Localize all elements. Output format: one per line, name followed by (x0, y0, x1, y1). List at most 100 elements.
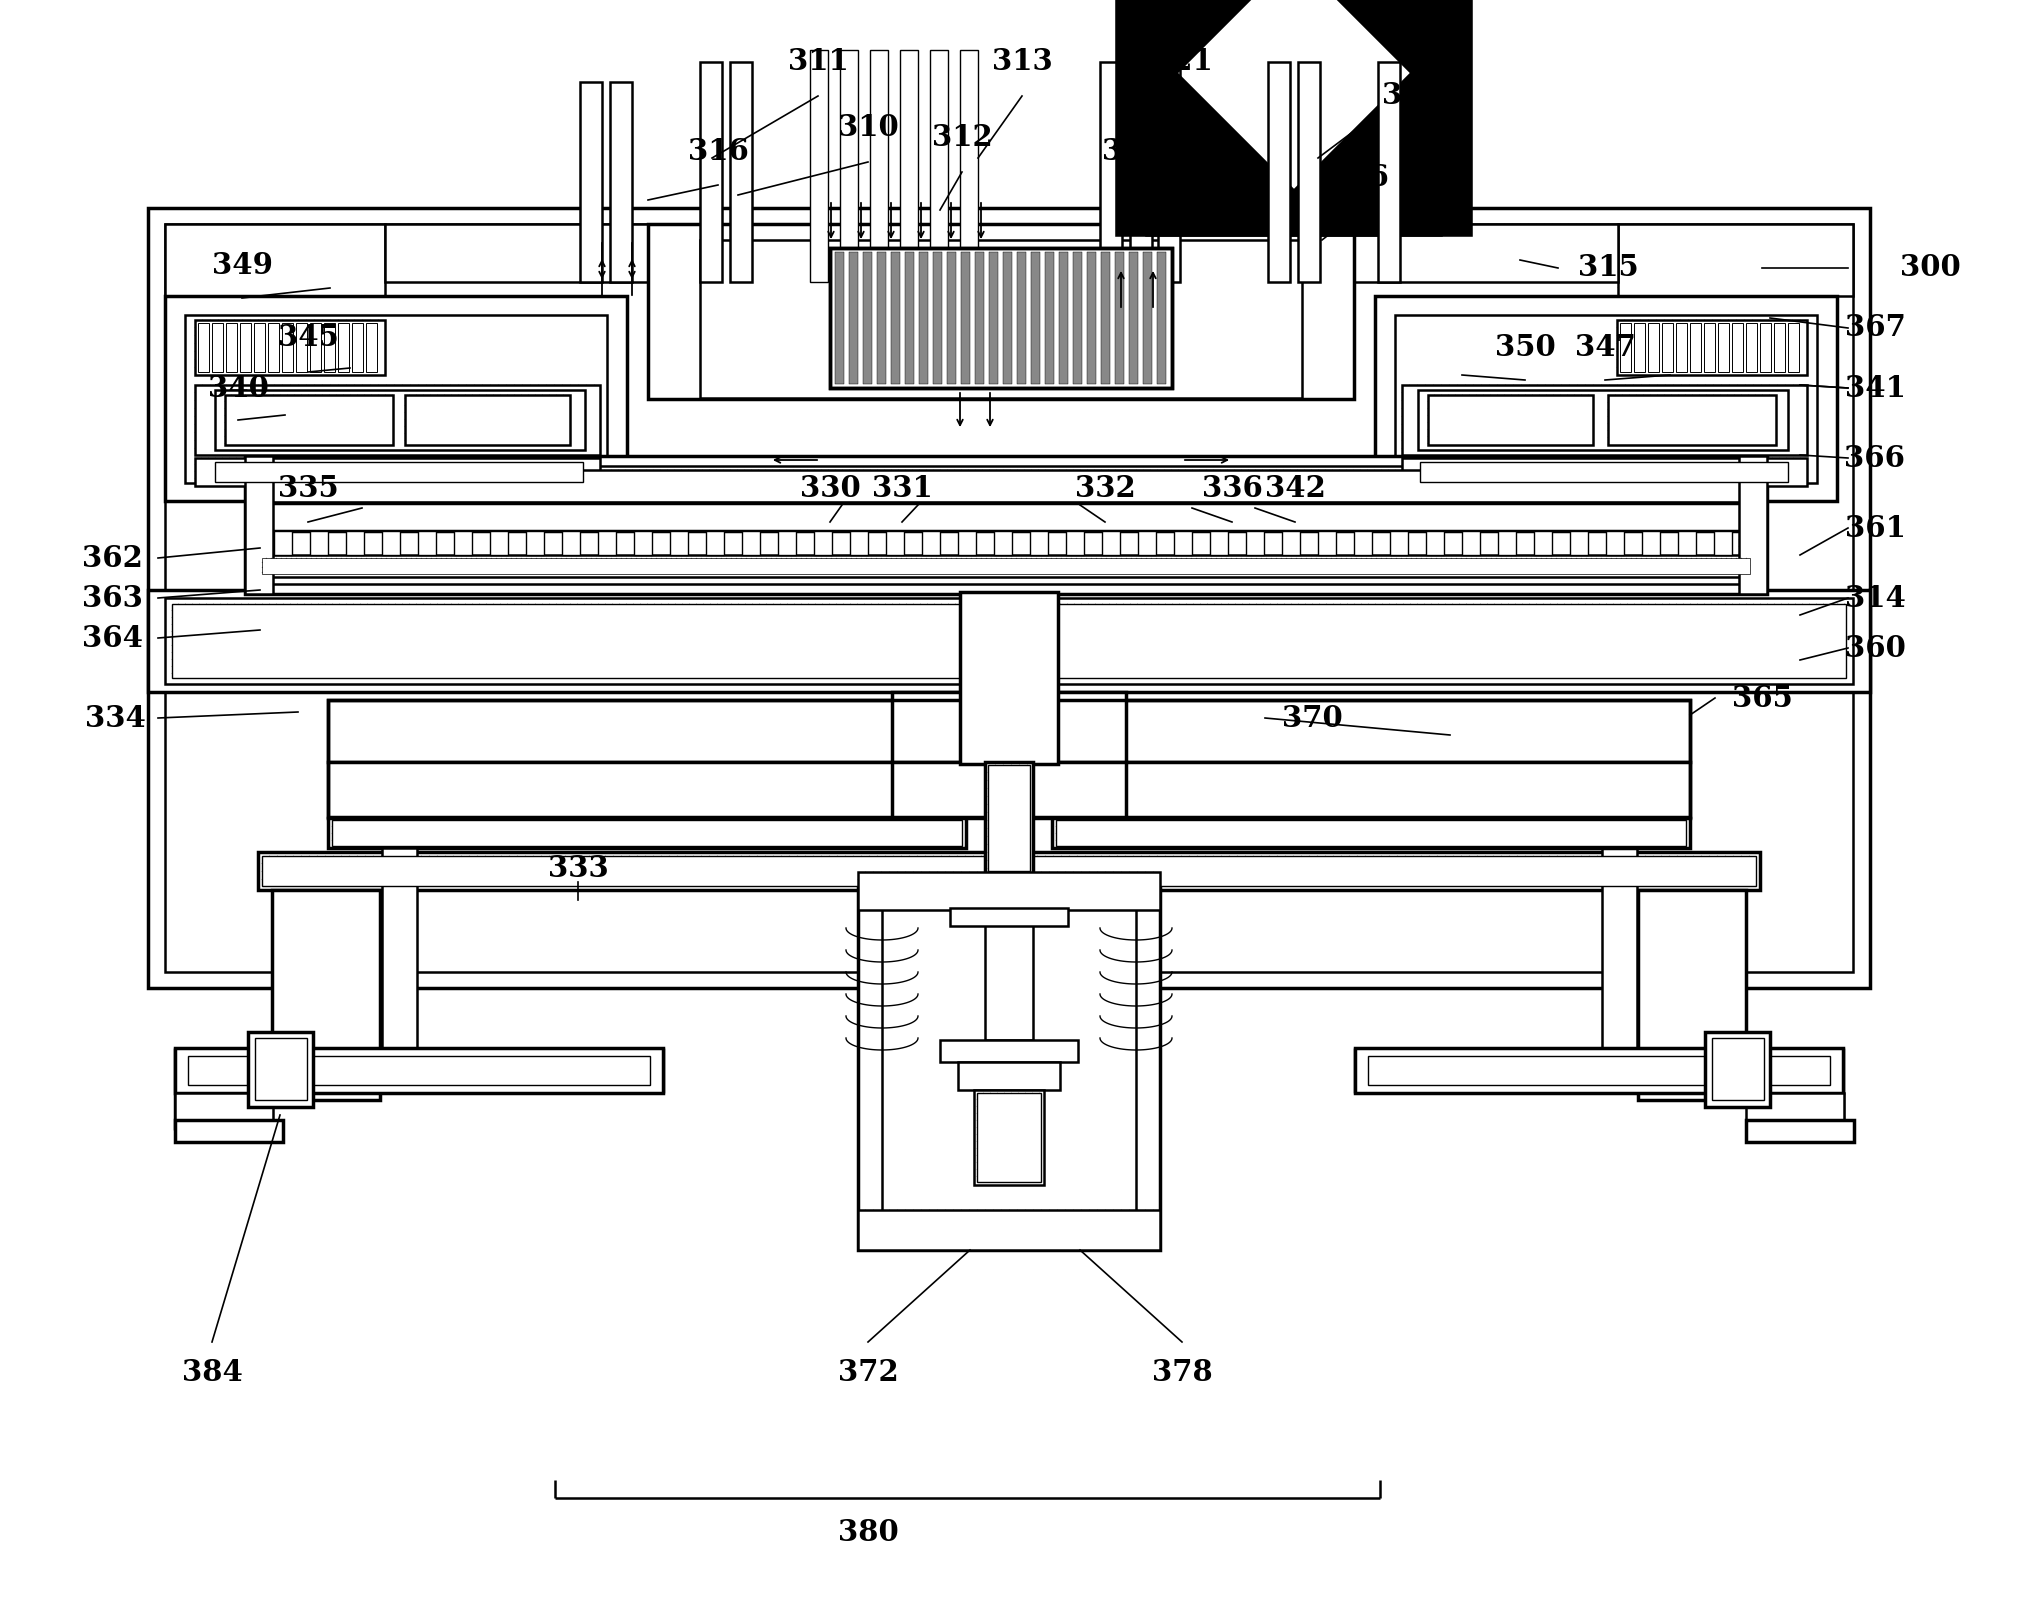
Bar (272, 890, 379, 1100)
Bar (244, 456, 1767, 594)
Bar (165, 224, 1854, 972)
Bar (857, 1211, 1160, 1249)
Text: 367: 367 (1846, 314, 1906, 343)
Text: 321: 321 (1152, 48, 1212, 77)
Bar (1761, 324, 1771, 372)
Bar (296, 324, 307, 372)
Bar (1299, 63, 1319, 84)
Text: 314: 314 (1846, 583, 1906, 612)
Bar (347, 531, 363, 555)
Bar (885, 531, 904, 555)
Bar (831, 248, 1172, 388)
Bar (976, 1093, 1041, 1182)
Bar (706, 531, 724, 555)
Text: 315: 315 (1577, 253, 1638, 282)
Bar (262, 502, 1751, 531)
Bar (881, 892, 1136, 1232)
Bar (1158, 63, 1180, 282)
Bar (311, 324, 321, 372)
Bar (262, 555, 1751, 576)
Bar (1606, 531, 1624, 555)
Bar (196, 320, 385, 375)
Bar (175, 1121, 282, 1141)
Bar (1634, 324, 1646, 372)
Text: 310: 310 (837, 113, 898, 143)
Bar (282, 324, 292, 372)
Bar (1396, 316, 1817, 483)
Text: 364: 364 (81, 623, 143, 652)
Bar (405, 394, 571, 444)
Bar (1115, 253, 1123, 385)
Text: 365: 365 (1731, 684, 1793, 713)
Text: 334: 334 (85, 704, 145, 733)
Bar (670, 531, 688, 555)
Bar (311, 531, 329, 555)
Bar (1053, 700, 1690, 762)
Bar (934, 253, 942, 385)
Bar (877, 253, 885, 385)
Text: 372: 372 (837, 1357, 898, 1386)
Bar (1569, 531, 1587, 555)
Bar (333, 819, 962, 845)
Bar (1017, 253, 1027, 385)
Bar (988, 765, 1031, 871)
Bar (633, 531, 651, 555)
Bar (1299, 63, 1319, 282)
Bar (1073, 253, 1081, 385)
Bar (526, 531, 545, 555)
Bar (988, 253, 998, 385)
Bar (892, 762, 1125, 816)
Bar (811, 50, 829, 282)
Bar (960, 592, 1059, 765)
Bar (1053, 818, 1690, 848)
Bar (1006, 857, 1757, 886)
Bar (1158, 253, 1166, 385)
Bar (1390, 531, 1408, 555)
Bar (1130, 253, 1138, 385)
Bar (1402, 457, 1807, 486)
Text: 360: 360 (1846, 633, 1906, 662)
Bar (857, 873, 1160, 1249)
Bar (147, 589, 1870, 692)
Bar (258, 852, 1017, 890)
Bar (1053, 762, 1690, 816)
Bar (700, 63, 722, 282)
Bar (1428, 394, 1593, 444)
Bar (839, 50, 857, 282)
Bar (1712, 1038, 1765, 1100)
Bar (1747, 1121, 1854, 1141)
Bar (329, 700, 1690, 818)
Bar (1662, 324, 1672, 372)
Bar (994, 531, 1013, 555)
Bar (974, 253, 984, 385)
Bar (1101, 531, 1119, 555)
Text: 362: 362 (81, 544, 143, 573)
Bar (254, 324, 264, 372)
Bar (490, 531, 508, 555)
Text: 370: 370 (1281, 704, 1343, 733)
Text: 333: 333 (549, 853, 609, 882)
Bar (609, 82, 631, 282)
Bar (863, 253, 871, 385)
Bar (1002, 253, 1013, 385)
Bar (1499, 531, 1517, 555)
Bar (647, 224, 1353, 399)
Bar (454, 531, 472, 555)
Bar (1747, 324, 1757, 372)
Bar (147, 208, 1870, 989)
Bar (1099, 63, 1121, 282)
Bar (1402, 385, 1807, 456)
Bar (906, 253, 914, 385)
Bar (984, 910, 1033, 1040)
Bar (1620, 324, 1632, 372)
Bar (892, 692, 1125, 765)
Bar (1739, 456, 1767, 594)
Bar (1376, 296, 1837, 501)
Text: 366: 366 (1844, 443, 1906, 472)
Text: 320: 320 (1101, 137, 1162, 166)
Bar (385, 224, 1618, 282)
Text: 384: 384 (182, 1357, 242, 1386)
Bar (381, 848, 418, 1088)
Text: 341: 341 (1846, 374, 1906, 402)
Bar (1144, 253, 1152, 385)
